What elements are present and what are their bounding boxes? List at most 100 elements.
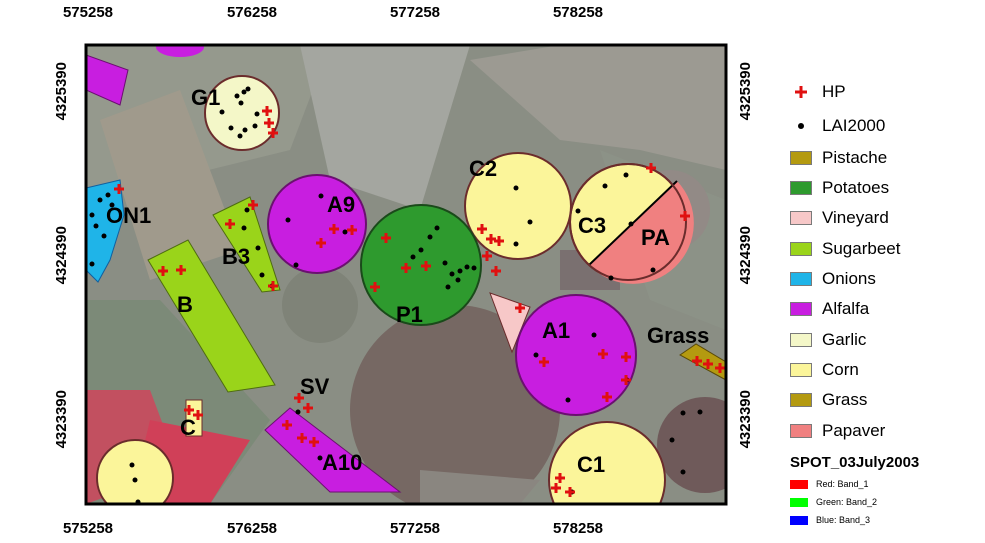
legend-item-potatoes: Potatoes	[790, 178, 889, 198]
band-label-red: Red: Band_1	[816, 479, 869, 489]
legend-item-hp: HP	[790, 82, 846, 102]
legend-item-lai2000: LAI2000	[790, 116, 885, 136]
onions-swatch	[790, 272, 812, 286]
potatoes-swatch	[790, 181, 812, 195]
field-label-c2: C2	[469, 156, 497, 181]
alfalfa-field-a10	[264, 407, 402, 493]
legend-item-grass: Grass	[790, 390, 867, 410]
y-tick-left-3: 4323390	[53, 390, 70, 449]
x-tick-top-2: 576258	[226, 4, 278, 21]
grass-field	[679, 343, 726, 381]
alfalfa-field-corner	[86, 54, 129, 106]
terrain-patch	[420, 470, 540, 504]
alfalfa-field-a1	[515, 294, 637, 416]
terrain-patch	[100, 90, 240, 280]
legend-label-papaver: Papaver	[822, 421, 886, 440]
x-tick-top-3: 577258	[389, 4, 441, 21]
legend-label-alfalfa: Alfalfa	[822, 299, 870, 318]
blue-band-swatch	[790, 515, 808, 525]
band-label-green: Green: Band_2	[816, 497, 878, 507]
legend-label-pistache: Pistache	[822, 148, 888, 167]
legend-item-alfalfa: Alfalfa	[790, 299, 869, 319]
band-green: Green: Band_2	[790, 496, 877, 508]
green-band-swatch	[790, 497, 808, 507]
c3-pa-outline	[569, 163, 687, 281]
field-label-a1: A1	[542, 318, 570, 343]
map-frame	[84, 43, 728, 506]
papaver-swatch	[790, 424, 812, 438]
legend-item-sugarbeet: Sugarbeet	[790, 239, 900, 259]
x-tick-bottom-1: 575258	[62, 520, 114, 537]
legend-item-vineyard: Vineyard	[790, 208, 889, 228]
y-tick-right-2: 4324390	[737, 226, 754, 285]
field-label-sv: SV	[300, 374, 330, 399]
legend-item-pistache: Pistache	[790, 148, 887, 168]
x-tick-top-4: 578258	[552, 4, 604, 21]
x-tick-bottom-4: 578258	[552, 520, 604, 537]
grass-swatch	[790, 393, 812, 407]
bare-pivot	[350, 305, 560, 504]
legend-item-onions: Onions	[790, 269, 876, 289]
vineyard-swatch	[790, 211, 812, 225]
field-label-a10: A10	[322, 450, 362, 475]
field-label-g1: G1	[191, 85, 220, 110]
sugarbeet-field-b	[147, 239, 276, 393]
y-tick-right-3: 4323390	[737, 390, 754, 449]
pistache-swatch	[790, 151, 812, 165]
legend-item-papaver: Papaver	[790, 421, 885, 441]
legend-label-potatoes: Potatoes	[822, 178, 890, 197]
red-band-swatch	[790, 479, 808, 489]
bare-pivot	[282, 267, 358, 343]
field-label-b3: B3	[222, 244, 250, 269]
field-label-p1: P1	[396, 302, 423, 327]
field-label-b: B	[177, 292, 193, 317]
corn-field-bottom-left	[96, 439, 174, 504]
sugarbeet-swatch	[790, 242, 812, 256]
legend-label-lai2000: LAI2000	[822, 116, 886, 135]
terrain-patch	[300, 45, 470, 210]
alfalfa-swatch	[790, 302, 812, 316]
legend-label-corn: Corn	[822, 360, 859, 379]
imagery-title: SPOT_03July2003	[790, 454, 920, 471]
field-label-grass: Grass	[647, 323, 709, 348]
field-label-on1: ON1	[106, 203, 151, 228]
black-dot-icon	[790, 119, 812, 133]
legend-label-onions: Onions	[822, 269, 876, 288]
y-tick-right-1: 4325390	[737, 62, 754, 121]
legend-label-sugarbeet: Sugarbeet	[822, 239, 901, 258]
legend-label-hp: HP	[822, 82, 846, 101]
alfalfa-field-top	[156, 45, 204, 57]
band-red: Red: Band_1	[790, 478, 869, 490]
corn-field-c1	[548, 421, 666, 504]
legend-label-vineyard: Vineyard	[822, 208, 889, 227]
onions-field-on1	[86, 179, 125, 283]
x-tick-bottom-3: 577258	[389, 520, 441, 537]
garlic-swatch	[790, 333, 812, 347]
y-tick-left-2: 4324390	[53, 226, 70, 285]
band-label-blue: Blue: Band_3	[816, 515, 871, 525]
field-label-c3: C3	[578, 213, 606, 238]
corn-swatch	[790, 363, 812, 377]
x-tick-top-1: 575258	[62, 4, 114, 21]
bare-pivot	[657, 397, 726, 493]
field-label-c1: C1	[577, 452, 605, 477]
hp-points	[114, 106, 725, 497]
field-label-c: C	[180, 415, 196, 440]
field-label-pa: PA	[641, 225, 670, 250]
terrain-patch	[470, 45, 726, 170]
legend-item-corn: Corn	[790, 360, 859, 380]
corn-field-c2	[464, 152, 572, 260]
band-blue: Blue: Band_3	[790, 514, 870, 526]
red-cross-icon	[790, 85, 812, 99]
legend-item-garlic: Garlic	[790, 330, 866, 350]
papaver-field-pa	[589, 181, 694, 284]
legend-label-garlic: Garlic	[822, 330, 867, 349]
lai2000-points	[89, 86, 703, 504]
satellite-map[interactable]: G1 ON1 B3 B A9 C2 C3 PA P1 A1 Grass SV C…	[84, 43, 728, 506]
y-tick-left-1: 4325390	[53, 62, 70, 121]
field-label-a9: A9	[327, 192, 355, 217]
legend-label-grass: Grass	[822, 390, 868, 409]
garlic-field-g1	[204, 75, 280, 151]
alfalfa-field-a9	[267, 174, 367, 274]
x-tick-bottom-2: 576258	[226, 520, 278, 537]
